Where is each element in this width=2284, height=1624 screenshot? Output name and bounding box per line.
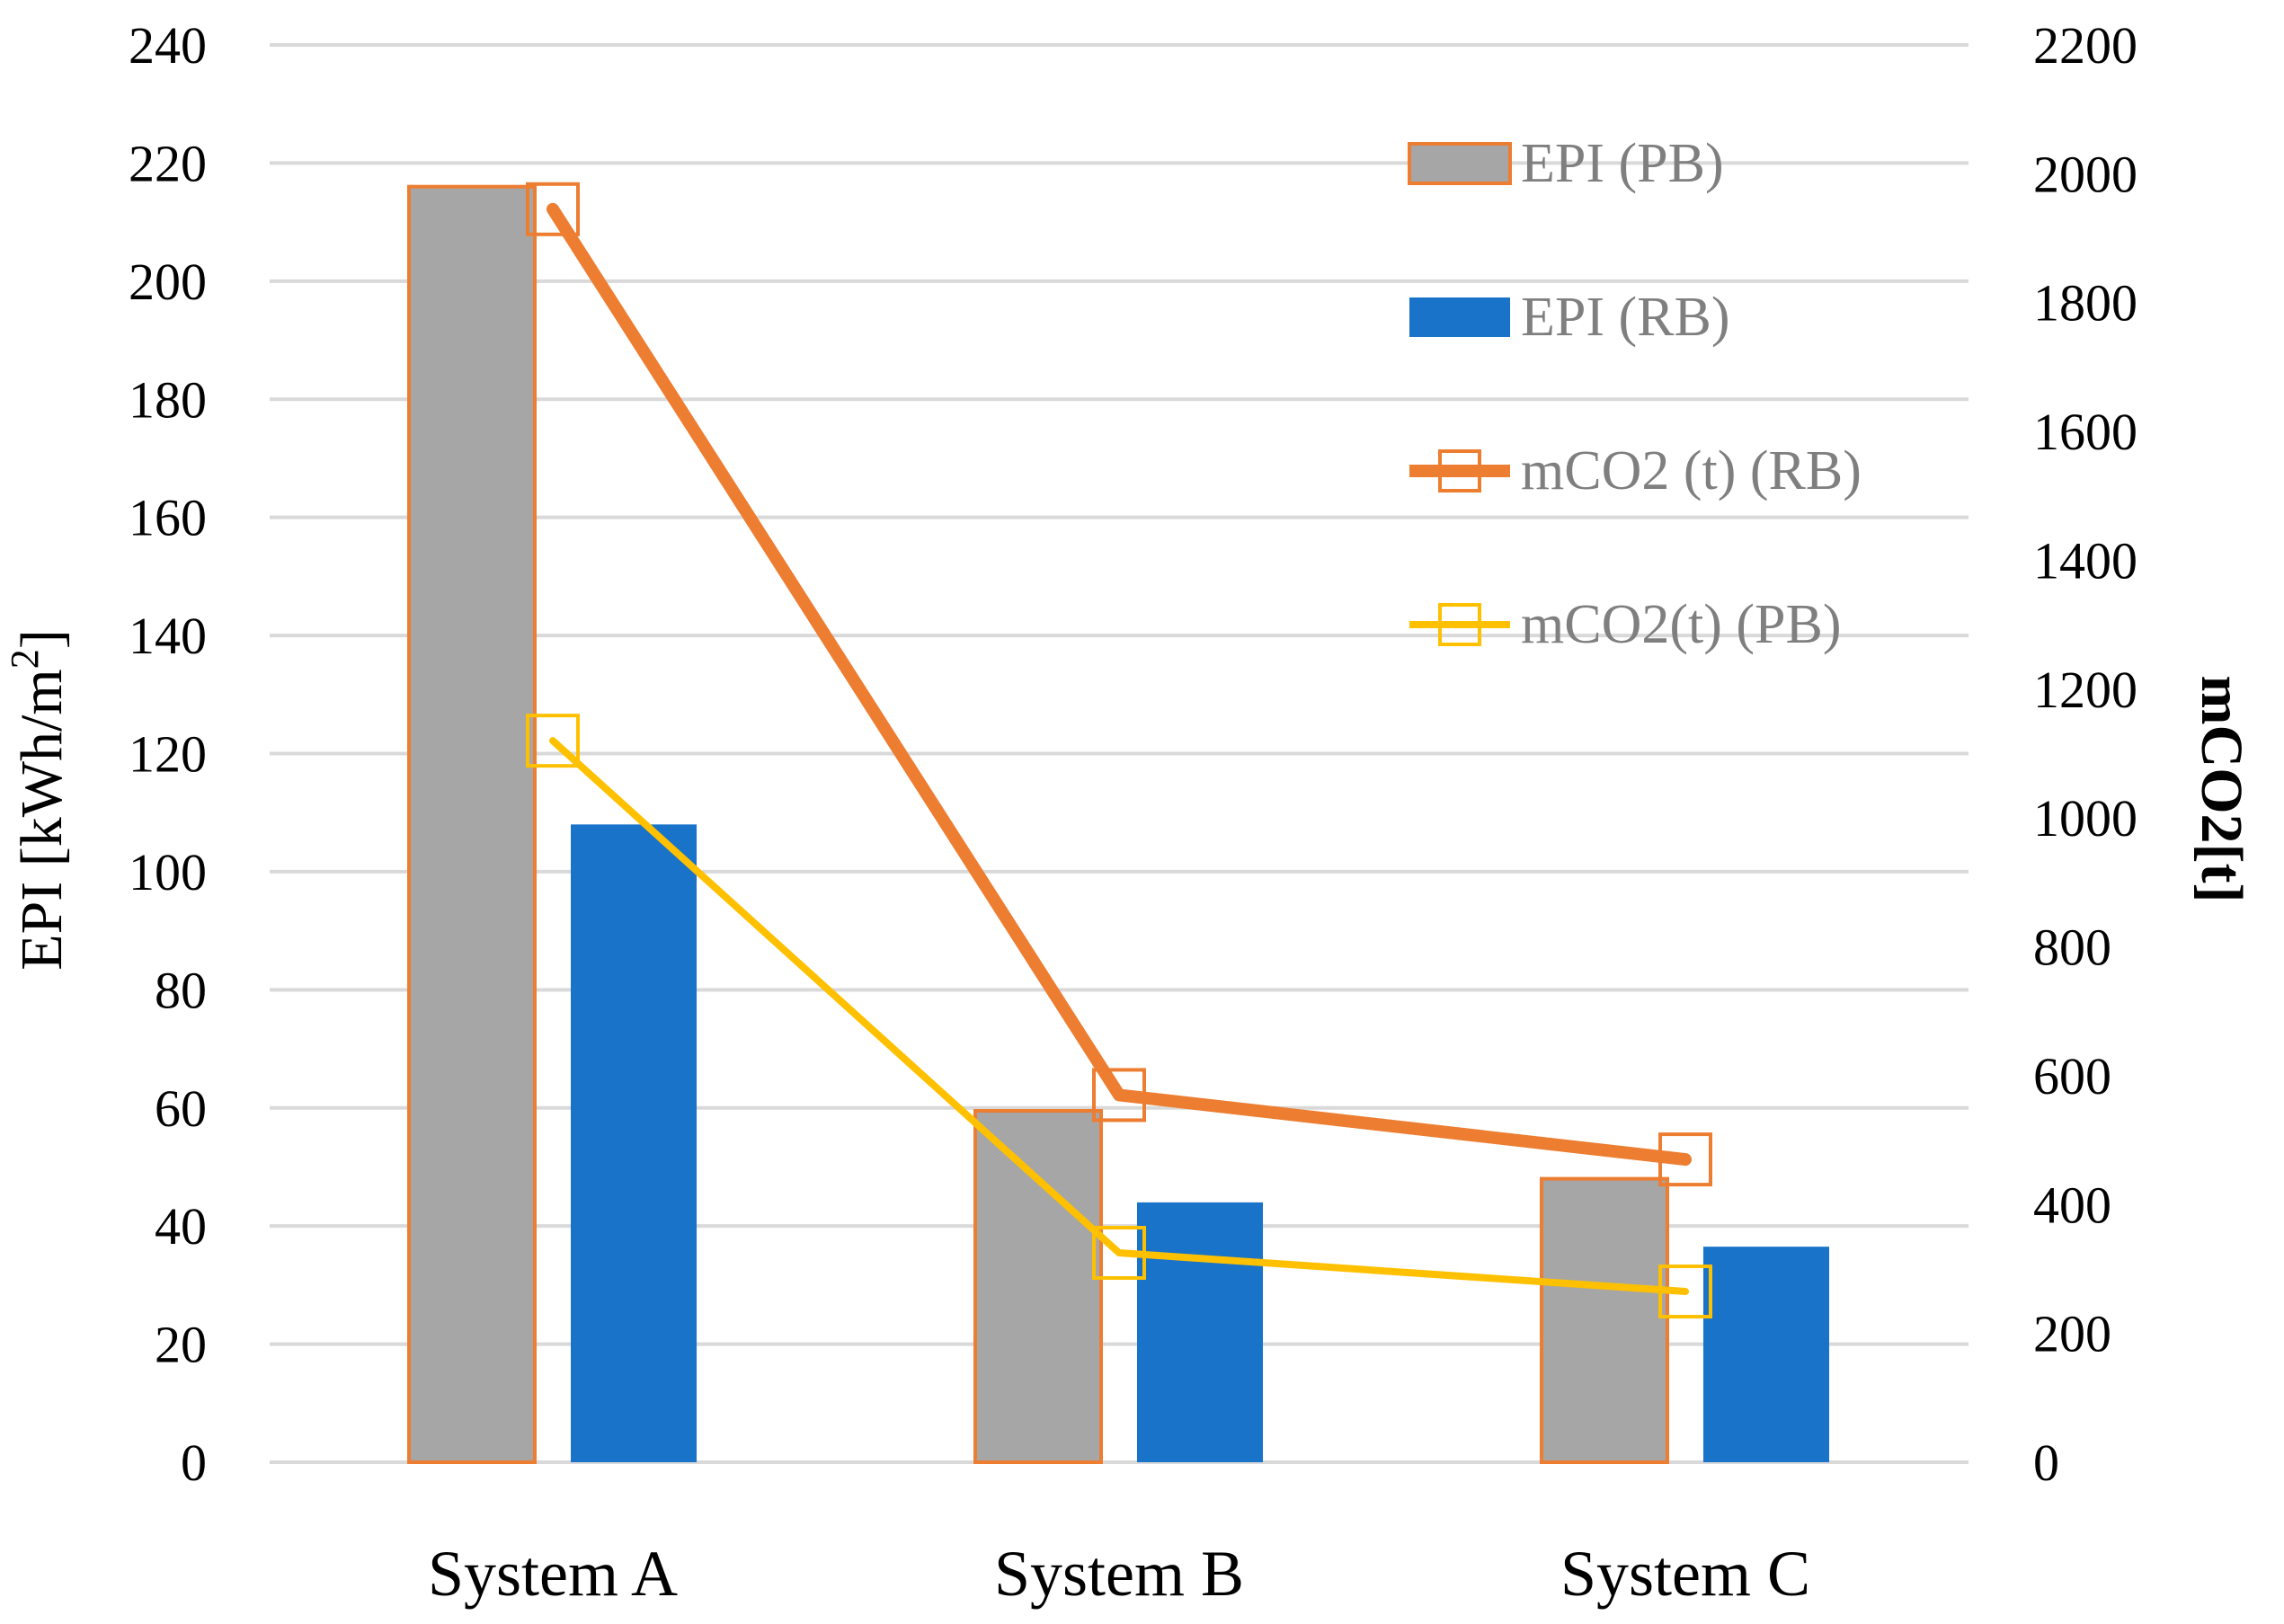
left-tick-label: 240 (129, 16, 207, 75)
category-label-2: System C (1560, 1538, 1810, 1610)
legend-marker-mco2-t-rb- (1438, 449, 1481, 493)
gridlines (270, 43, 1969, 1464)
category-label-0: System A (428, 1538, 678, 1610)
left-tick-label: 20 (155, 1316, 207, 1374)
left-tick-label: 180 (129, 370, 207, 429)
bar-epi-pb--0 (407, 184, 537, 1465)
right-tick-label: 800 (2033, 918, 2111, 977)
right-tick-label: 600 (2033, 1047, 2111, 1105)
marker-mco2-t-rb--0 (526, 182, 580, 236)
legend-swatch-epi-pb- (1408, 142, 1512, 185)
left-tick-label: 40 (155, 1197, 207, 1256)
legend: EPI (PB) EPI (RB) mCO2 (t) (RB) mCO2(t) (PB… (1408, 133, 1862, 655)
right-tick-label: 1000 (2033, 789, 2137, 847)
bar-series-group (407, 184, 1829, 1465)
right-tick-label: 400 (2033, 1176, 2111, 1234)
legend-marker-mco2-t-pb- (1438, 603, 1481, 646)
line-series-group (526, 182, 1712, 1319)
right-tick-label: 2000 (2033, 145, 2137, 203)
left-tick-label: 80 (155, 961, 207, 1019)
bar-epi-pb--1 (973, 1109, 1103, 1464)
legend-label-epi-pb-: EPI (PB) (1521, 133, 1724, 194)
right-axis-ticks: 0 200 400 600 800 1000 1200 1400 1600 1800 2000 220… (2033, 16, 2137, 1492)
right-tick-label: 1200 (2033, 661, 2137, 719)
right-tick-label: 1800 (2033, 274, 2137, 333)
category-labels: System A System B System C (428, 1538, 1810, 1610)
category-label-1: System B (994, 1538, 1244, 1610)
left-tick-label: 140 (129, 607, 207, 665)
bar-epi-rb--0 (571, 824, 697, 1462)
bar-epi-rb--2 (1703, 1247, 1829, 1462)
right-tick-label: 1600 (2033, 403, 2137, 461)
marker-mco2-t-pb--0 (526, 714, 580, 768)
legend-label-epi-rb-: EPI (RB) (1521, 287, 1730, 348)
marker-mco2-t-rb--2 (1658, 1132, 1712, 1187)
legend-label-mco2-t-pb-: mCO2(t) (PB) (1521, 594, 1842, 655)
right-tick-label: 2200 (2033, 16, 2137, 75)
right-tick-label: 1400 (2033, 531, 2137, 590)
bar-epi-pb--2 (1540, 1176, 1669, 1464)
y-axis-right-label: mCO2[t] (2189, 676, 2254, 903)
left-tick-label: 200 (129, 253, 207, 311)
left-tick-label: 120 (129, 725, 207, 784)
left-tick-label: 0 (181, 1433, 207, 1492)
left-tick-label: 220 (129, 134, 207, 192)
legend-swatch-epi-rb- (1409, 297, 1510, 337)
bar-epi-rb--1 (1137, 1202, 1263, 1462)
legend-label-mco2-t-rb-: mCO2 (t) (RB) (1521, 440, 1862, 501)
line-mco2-t-rb- (547, 202, 1692, 1167)
left-axis-ticks: 0 20 40 60 80 100 120 140 160 180 200 220 240 (129, 16, 207, 1492)
marker-mco2-t-rb--1 (1092, 1068, 1146, 1123)
left-tick-label: 60 (155, 1079, 207, 1138)
left-tick-label: 100 (129, 843, 207, 901)
marker-mco2-t-pb--2 (1658, 1265, 1712, 1319)
right-tick-label: 200 (2033, 1305, 2111, 1363)
marker-mco2-t-pb--1 (1092, 1226, 1146, 1281)
left-tick-label: 160 (129, 489, 207, 547)
y-axis-left-label: EPI [kWh/m2] (3, 629, 75, 970)
line-mco2-t-pb- (549, 737, 1689, 1296)
right-tick-label: 0 (2033, 1433, 2059, 1492)
